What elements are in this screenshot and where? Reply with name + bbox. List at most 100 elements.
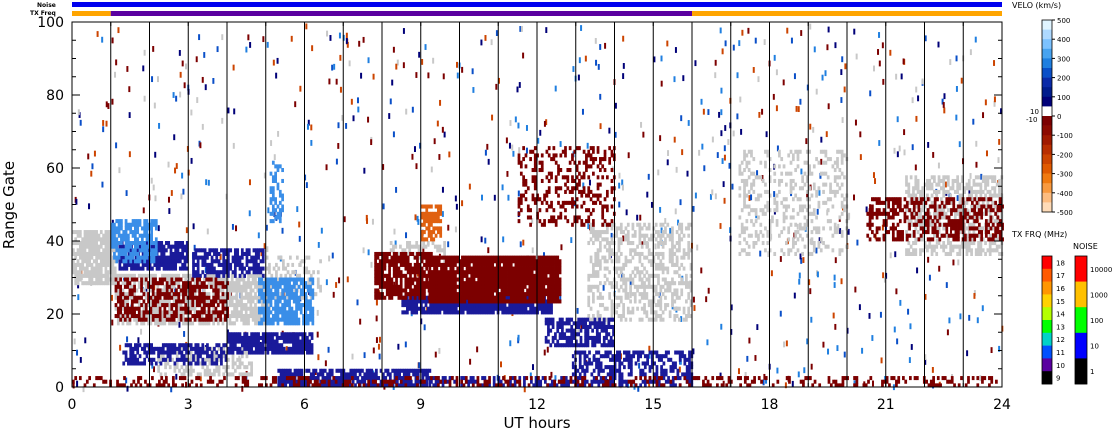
echo-cell — [279, 383, 283, 388]
noise-echo — [763, 373, 766, 380]
echo-cell — [829, 219, 832, 224]
echo-cell — [563, 335, 567, 340]
noise-echo — [834, 42, 837, 49]
echo-cell — [174, 241, 178, 246]
echo-cell — [193, 303, 197, 308]
echo-cell — [95, 281, 98, 286]
echo-cell — [595, 332, 599, 337]
echo-cell — [224, 343, 228, 348]
noise-echo — [659, 206, 662, 213]
echo-cell — [436, 248, 439, 253]
echo-cell — [526, 295, 530, 300]
noise-echo — [438, 154, 441, 160]
echo-cell — [424, 303, 428, 308]
echo-cell — [169, 244, 173, 249]
echo-cell — [230, 273, 234, 278]
echo-cell — [74, 262, 78, 267]
echo-cell — [177, 273, 181, 278]
echo-cell — [778, 189, 781, 194]
echo-cell — [652, 233, 656, 238]
echo-cell — [251, 314, 255, 319]
echo-cell — [282, 346, 286, 351]
noise-echo — [559, 141, 562, 147]
echo-cell — [240, 303, 243, 308]
echo-cell — [121, 288, 125, 293]
echo-cell — [298, 368, 302, 373]
echo-cell — [259, 270, 263, 275]
echo-cell — [638, 222, 642, 227]
echo-cell — [207, 281, 211, 286]
echo-cell — [612, 339, 615, 344]
echo-cell — [203, 368, 207, 373]
echo-cell — [212, 306, 215, 311]
echo-cell — [935, 204, 939, 209]
txfreq-bar — [72, 11, 1002, 16]
echo-cell — [150, 361, 153, 366]
echo-cell — [240, 346, 244, 351]
echo-cell — [189, 306, 192, 311]
noise-echo — [700, 98, 703, 105]
noise-echo — [439, 99, 442, 106]
echo-cell — [81, 281, 85, 286]
noise-echo — [363, 352, 366, 359]
echo-cell — [127, 262, 131, 267]
noise-echo — [455, 203, 458, 210]
echo-cell — [633, 299, 637, 304]
echo-cell — [243, 273, 246, 278]
noise-echo — [597, 63, 600, 70]
echo-cell — [215, 270, 219, 275]
echo-cell — [169, 259, 173, 264]
echo-cell — [76, 233, 80, 238]
echo-cell — [805, 197, 809, 202]
echo-cell — [203, 255, 207, 260]
echo-cell — [592, 266, 595, 271]
echo-cell — [175, 365, 179, 370]
echo-cell — [173, 346, 177, 351]
echo-cell — [388, 372, 392, 377]
echo-cell — [615, 255, 618, 260]
echo-cell — [406, 295, 409, 300]
noise-echo — [815, 88, 818, 95]
noise-echo — [294, 101, 297, 108]
noise-echo — [595, 59, 598, 66]
echo-cell — [177, 310, 181, 315]
echo-cell — [752, 189, 756, 194]
echo-cell — [963, 200, 966, 205]
echo-cell — [738, 171, 742, 176]
echo-cell — [402, 383, 406, 388]
echo-cell — [233, 310, 236, 315]
echo-cell — [174, 244, 178, 249]
echo-cell — [245, 346, 249, 351]
echo-cell — [773, 171, 777, 176]
echo-cell — [249, 273, 253, 278]
echo-cell — [615, 259, 618, 264]
echo-cell — [958, 248, 962, 253]
echo-cell — [661, 270, 665, 275]
echo-cell — [257, 266, 260, 271]
echo-cell — [991, 241, 994, 246]
echo-cell — [150, 350, 153, 355]
echo-cell — [991, 226, 994, 231]
echo-cell — [300, 259, 304, 264]
echo-cell — [410, 306, 414, 311]
echo-cell — [222, 365, 226, 370]
echo-cell — [193, 277, 197, 282]
echo-cell — [217, 368, 221, 373]
echo-cell — [543, 310, 546, 315]
echo-cell — [822, 241, 825, 246]
noise-echo — [993, 60, 996, 66]
echo-cell — [587, 288, 591, 293]
echo-cell — [251, 281, 255, 286]
echo-cell — [592, 295, 595, 300]
echo-cell — [250, 372, 253, 377]
noise-echo — [773, 191, 776, 197]
echo-cell — [750, 208, 753, 213]
echo-cell — [275, 350, 279, 355]
echo-cell — [589, 226, 593, 231]
echo-cell — [130, 284, 134, 289]
echo-cell — [256, 295, 260, 300]
echo-cell — [603, 306, 607, 311]
echo-cell — [370, 368, 374, 373]
echo-cell — [240, 306, 243, 311]
echo-cell — [151, 266, 154, 271]
